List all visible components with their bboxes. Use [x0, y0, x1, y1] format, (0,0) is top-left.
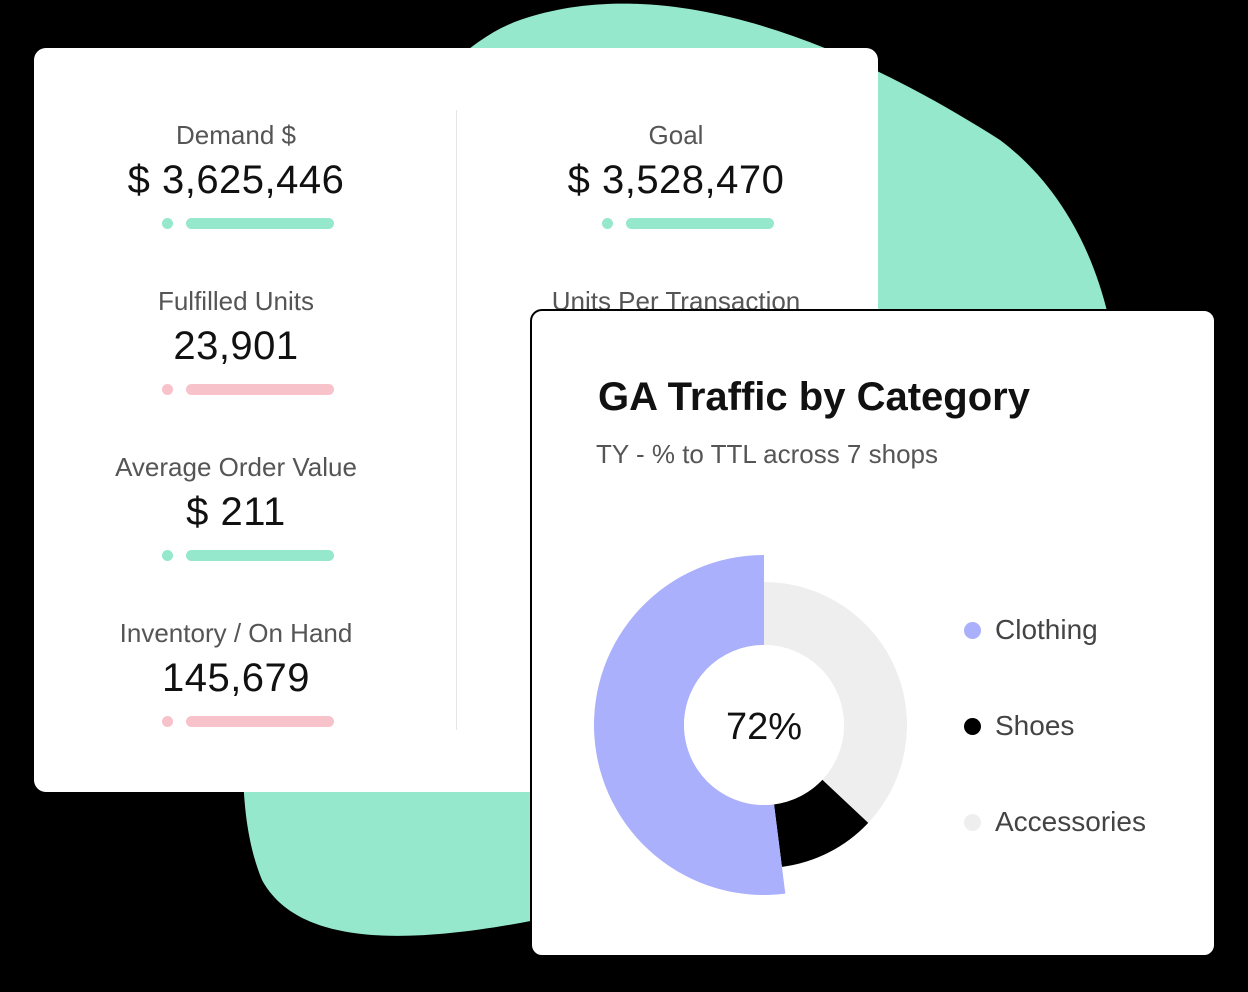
status-dot [602, 218, 613, 229]
status-line [626, 218, 774, 229]
donut-slice-clothing[interactable] [593, 555, 786, 895]
status-line [186, 550, 334, 561]
kpi-value: 145,679 [161, 656, 311, 700]
kpi-value: $ 3,625,446 [127, 158, 345, 202]
kpi-label: Demand $ [176, 120, 296, 150]
donut-slice-accessories[interactable] [764, 582, 907, 823]
kpi-label: Goal [648, 120, 704, 150]
kpi-average-order-value: Average Order Value $ 211 [46, 452, 426, 562]
legend-label: Shoes [995, 710, 1075, 741]
legend-label: Accessories [995, 806, 1146, 837]
chart-subtitle: TY - % to TTL across 7 shops [596, 439, 938, 469]
kpi-status-bar [46, 384, 426, 396]
legend-swatch [964, 717, 981, 735]
kpi-status-bar [46, 218, 426, 230]
legend-swatch [964, 813, 981, 831]
kpi-value: $ 211 [186, 490, 286, 534]
kpi-fulfilled-units: Fulfilled Units 23,901 [46, 286, 426, 396]
kpi-inventory-on-hand: Inventory / On Hand 145,679 [46, 618, 426, 728]
kpi-demand: Demand $ $ 3,625,446 [46, 120, 426, 230]
chart-title: GA Traffic by Category [598, 375, 1030, 419]
donut-center-label: 72% [726, 706, 802, 748]
status-dot [162, 384, 173, 395]
donut-slice-shoes[interactable] [774, 779, 869, 867]
status-dot [162, 716, 173, 727]
legend-label: Clothing [995, 614, 1098, 645]
kpi-value: 23,901 [173, 324, 299, 368]
status-dot [162, 550, 173, 561]
kpi-status-bar [46, 550, 426, 562]
kpi-status-bar [46, 716, 426, 728]
kpi-column-divider [456, 110, 457, 730]
kpi-label: Inventory / On Hand [119, 618, 353, 648]
status-dot [162, 218, 173, 229]
ga-traffic-card: GA Traffic by Category TY - % to TTL acr… [530, 309, 1216, 957]
status-line [186, 716, 334, 727]
legend-item-clothing[interactable]: Clothing [964, 613, 1098, 647]
kpi-goal: Goal $ 3,528,470 [486, 120, 866, 230]
legend-item-accessories[interactable]: Accessories [964, 805, 1146, 839]
kpi-label: Fulfilled Units [157, 286, 315, 316]
donut-chart: 72% [593, 555, 907, 895]
kpi-value: $ 3,528,470 [567, 158, 785, 202]
donut-hole [684, 645, 844, 805]
status-line [186, 384, 334, 395]
kpi-status-bar [486, 218, 866, 230]
kpi-label: Average Order Value [115, 452, 357, 482]
legend-item-shoes[interactable]: Shoes [964, 709, 1074, 743]
status-line [186, 218, 334, 229]
legend-swatch [964, 621, 981, 639]
